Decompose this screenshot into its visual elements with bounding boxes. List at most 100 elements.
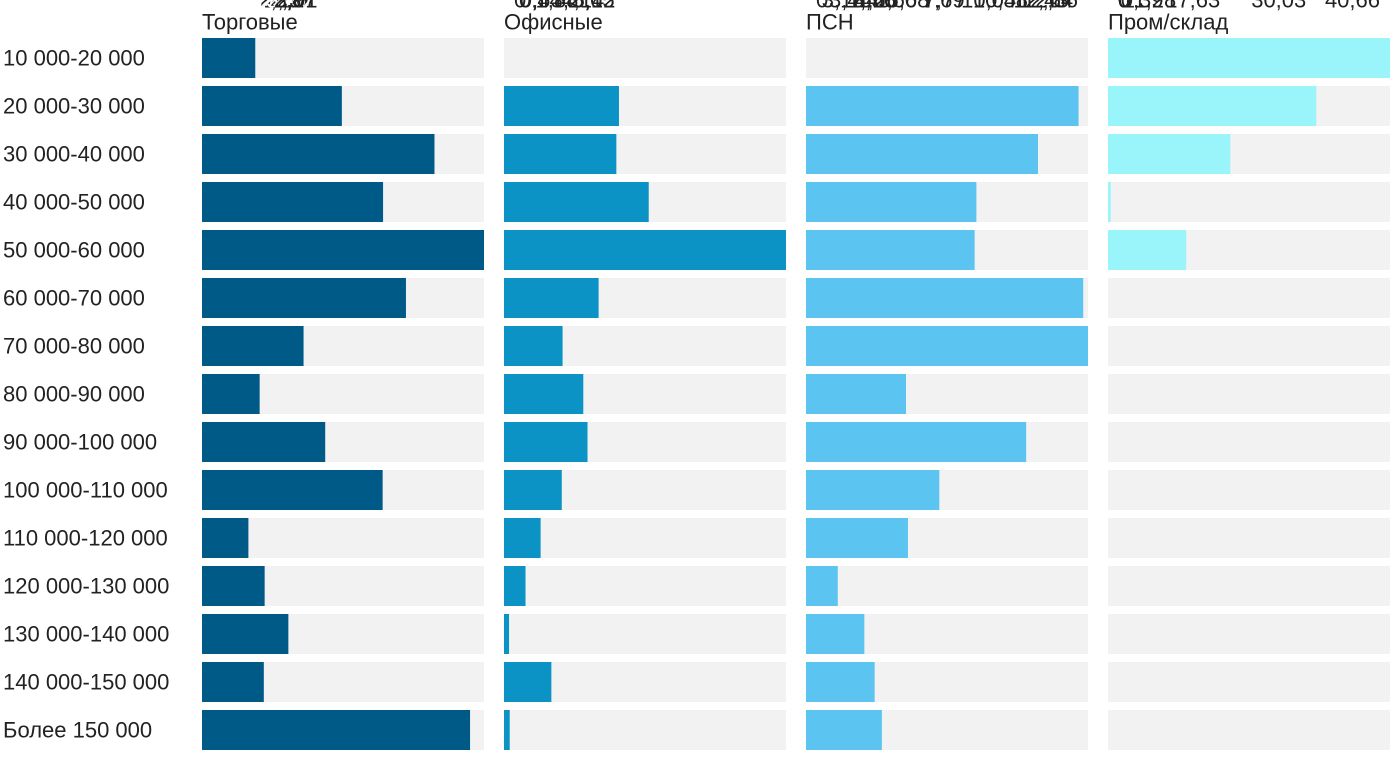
value-label: 12,88 xyxy=(405,0,460,13)
bar xyxy=(504,566,526,606)
value-label: 2,97 xyxy=(274,0,317,13)
bar xyxy=(202,230,484,270)
bar xyxy=(504,374,584,414)
value-label: 4,15 xyxy=(236,0,279,13)
bar xyxy=(806,422,1027,462)
value-label: 8,7 xyxy=(342,0,373,13)
bar xyxy=(202,566,265,606)
bar-track xyxy=(806,38,1088,78)
bar xyxy=(202,86,342,126)
value-label: 24,65 xyxy=(721,0,776,13)
value-label: 11,17 xyxy=(371,0,424,13)
value-label: 3,2 xyxy=(551,0,582,13)
value-label: 1,45 xyxy=(848,0,891,13)
value-label: 10,05 xyxy=(554,0,609,13)
bar xyxy=(806,710,882,750)
value-label: 0 xyxy=(1118,0,1130,13)
value-label: 17,63 xyxy=(1165,0,1220,13)
value-label: 3,13 xyxy=(822,0,865,13)
value-label: 5,92 xyxy=(272,0,315,13)
bar xyxy=(1108,134,1231,174)
value-label: 0,5 xyxy=(520,0,551,13)
bar xyxy=(202,710,471,750)
bar-track xyxy=(1108,662,1390,702)
bar-track xyxy=(1108,566,1390,606)
bar-track xyxy=(1108,614,1390,654)
value-label: 2,66 xyxy=(874,0,917,13)
value-label: 30,03 xyxy=(1251,0,1306,13)
bar xyxy=(806,518,908,558)
value-label: 0,44 xyxy=(519,0,562,13)
value-label: 5,05 xyxy=(572,0,615,13)
bar-track xyxy=(1108,326,1390,366)
category-label: 80 000-90 000 xyxy=(3,382,145,407)
category-label: 20 000-30 000 xyxy=(3,94,145,119)
value-label: 0 xyxy=(1118,0,1130,13)
bar xyxy=(806,662,875,702)
category-label: 30 000-40 000 xyxy=(3,142,145,167)
category-label: 10 000-20 000 xyxy=(3,46,145,71)
value-label: 40,66 xyxy=(1325,0,1380,13)
bar-track xyxy=(504,566,786,606)
category-label: 100 000-110 000 xyxy=(3,478,168,503)
bar xyxy=(1108,230,1187,270)
value-label: 4,65 xyxy=(855,0,898,13)
value-label: 10,04 xyxy=(961,0,1016,13)
bar xyxy=(202,374,260,414)
value-label: 0 xyxy=(1118,0,1130,13)
bar xyxy=(504,326,563,366)
value-label: 0 xyxy=(1118,0,1130,13)
bar xyxy=(504,134,617,174)
category-label: 120 000-130 000 xyxy=(3,574,169,599)
value-label: 3,01 xyxy=(275,0,318,13)
value-label: 0 xyxy=(1118,0,1130,13)
value-label: 7,77 xyxy=(924,0,967,13)
value-label: 2,56 xyxy=(265,0,308,13)
value-label: 12,43 xyxy=(1014,0,1069,13)
bar-track xyxy=(504,38,786,78)
bar xyxy=(202,614,289,654)
value-label: 0 xyxy=(1118,0,1130,13)
bar xyxy=(504,230,786,270)
bar xyxy=(202,422,326,462)
value-label: 6,72 xyxy=(289,0,332,13)
bar-track xyxy=(1108,374,1390,414)
bar xyxy=(504,86,619,126)
bar xyxy=(806,278,1084,318)
value-label: 4,88 xyxy=(251,0,294,13)
bar xyxy=(202,182,384,222)
value-label: 3,46 xyxy=(829,0,872,13)
value-label: 4,56 xyxy=(853,0,896,13)
panel-title: Пром/склад xyxy=(1108,10,1228,35)
value-label: 7,69 xyxy=(922,0,965,13)
bar xyxy=(504,182,649,222)
bar-track xyxy=(806,566,1088,606)
category-label: 140 000-150 000 xyxy=(3,670,169,695)
value-label: 12,65 xyxy=(584,0,639,13)
value-label: 0,39 xyxy=(1121,0,1164,13)
bar xyxy=(504,518,541,558)
value-label: 12,86 xyxy=(1023,0,1078,13)
bar xyxy=(504,662,552,702)
panel-title: Торговые xyxy=(202,10,298,35)
bar xyxy=(806,182,977,222)
value-label: 7,3 xyxy=(547,0,578,13)
value-label: 8,27 xyxy=(546,0,589,13)
category-label: 90 000-100 000 xyxy=(3,430,157,455)
value-label: 10,58 xyxy=(973,0,1028,13)
value-label: 12,64 xyxy=(1018,0,1073,13)
bar xyxy=(806,470,940,510)
value-label: 1,88 xyxy=(536,0,579,13)
bar xyxy=(504,710,510,750)
value-label: 13,55 xyxy=(419,0,474,13)
panel-title: ПСН xyxy=(806,10,854,35)
value-label: 0 xyxy=(816,0,828,13)
bar xyxy=(202,470,383,510)
bar xyxy=(806,230,975,270)
bar xyxy=(1108,182,1111,222)
category-label: 60 000-70 000 xyxy=(3,286,145,311)
category-label: 130 000-140 000 xyxy=(3,622,169,647)
bar xyxy=(806,86,1079,126)
